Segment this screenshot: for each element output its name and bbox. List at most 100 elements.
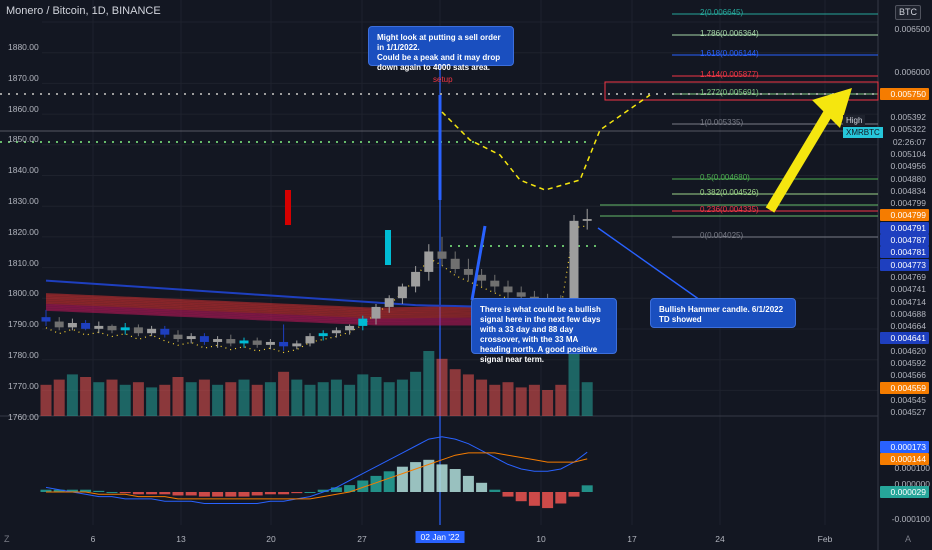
left-axis-tick: 1830.00 (8, 196, 39, 206)
macd-histogram-bar (515, 492, 527, 502)
left-axis-tick: 1840.00 (8, 165, 39, 176)
candle-body (94, 325, 104, 329)
macd-histogram-bar (396, 466, 408, 492)
macd-histogram-bar (159, 492, 171, 495)
left-axis-tick: 1760.00 (8, 411, 39, 422)
candle-body (331, 330, 341, 334)
volume-bar (238, 379, 250, 416)
macd-histogram-bar (476, 482, 488, 492)
hammer-candle-note[interactable]: Bullish Hammer candle. 6/1/2022 TD showe… (650, 298, 796, 328)
candle-body (54, 321, 64, 328)
time-axis-tick: Feb (817, 534, 833, 544)
right-axis-tick: 0.000000 (894, 479, 930, 489)
chart-title: Monero / Bitcoin, 1D, BINANCE (6, 5, 161, 17)
price-badge: 0.004773 (880, 258, 929, 271)
macd-histogram-bar (410, 462, 422, 492)
volume-bar (132, 382, 144, 416)
volume-bar (93, 382, 105, 416)
time-axis-tick: 24 (715, 534, 725, 544)
volume-bar (317, 382, 329, 416)
price-badge: 0.004714 (880, 295, 929, 308)
candle-body (265, 341, 275, 345)
fib-label: 2(0.006645) (700, 8, 744, 17)
macd-histogram-bar (198, 492, 210, 497)
volume-bar (40, 384, 52, 416)
candle-body (358, 318, 368, 326)
volume-bar (225, 382, 237, 416)
volume-bar (159, 384, 171, 416)
volume-bar (106, 379, 118, 416)
candle-body (120, 327, 130, 331)
scale-a-icon[interactable]: A (905, 534, 912, 544)
time-axis-tick: 17 (627, 534, 637, 544)
price-badge: 0.005750 (880, 88, 929, 100)
volume-bar (489, 384, 501, 416)
volume-bar (185, 382, 197, 416)
volume-bar (146, 387, 158, 416)
volume-bar (396, 379, 408, 416)
candle-body (490, 280, 500, 287)
macd-histogram-bar (344, 485, 356, 492)
price-badge: 0.004527 (880, 406, 929, 419)
bullish-signal-note[interactable]: There is what could be a bullish signal … (471, 298, 617, 364)
fib-label: 1.414(0.005877) (700, 70, 759, 79)
volume-bar (357, 374, 369, 416)
fib-label: 1.786(0.006364) (700, 29, 759, 38)
scale-z-icon[interactable]: Z (4, 534, 10, 544)
candle-body (41, 317, 51, 322)
price-badge: 0.004592 (880, 357, 929, 369)
macd-histogram-bar (317, 489, 329, 492)
macd-histogram-bar (40, 489, 52, 492)
yellow-arrow-shaft (765, 107, 835, 213)
macd-histogram-bar (225, 492, 237, 497)
macd-histogram-bar (489, 489, 501, 492)
macd-line (45, 436, 588, 504)
price-badge: 0.004566 (880, 369, 929, 382)
left-axis-tick: 1780.00 (8, 350, 39, 360)
volume-bar (542, 390, 554, 416)
volume-bar (515, 387, 527, 416)
price-badge: 0.004787 (880, 234, 929, 246)
candle-body (226, 339, 236, 344)
macd-histogram-bar (264, 492, 276, 495)
volume-bar (80, 377, 92, 416)
sell-order-note[interactable]: Might look at putting a sell order in 1/… (368, 26, 514, 72)
macd-histogram-bar (238, 492, 250, 497)
setup-label: setup (433, 75, 453, 84)
volume-bar (528, 384, 540, 416)
right-axis-tick: -0.000100 (891, 514, 930, 524)
time-axis-tick: 02 Jan '22 (415, 531, 465, 543)
price-badge: 0.004664 (880, 320, 929, 333)
callout-pointer (597, 227, 701, 301)
macd-histogram-bar (528, 492, 540, 506)
candle-body (450, 258, 460, 269)
volume-bar (476, 379, 488, 416)
time-axis-tick: 20 (266, 534, 276, 544)
macd-histogram-bar (462, 475, 474, 492)
volume-bar (344, 384, 356, 416)
candle-body (463, 268, 473, 275)
macd-histogram-bar (93, 490, 105, 492)
fib-label: 1.618(0.006144) (700, 49, 759, 58)
candle-body (345, 325, 355, 331)
candle-body (411, 271, 421, 287)
candle-body (292, 343, 302, 347)
macd-histogram-bar (383, 471, 395, 492)
price-badge: 0.004799 (880, 209, 929, 222)
time-axis-tick: 10 (536, 534, 546, 544)
signal-arrow-up (385, 230, 391, 265)
volume-bar (370, 377, 382, 416)
volume-bar (555, 384, 567, 416)
currency-badge[interactable]: BTC (895, 5, 921, 20)
candle-body (569, 220, 579, 303)
volume-bar (410, 371, 422, 416)
price-badge: 0.005392 (880, 111, 929, 123)
volume-bar (53, 379, 65, 416)
price-badge: 0.004769 (880, 270, 929, 283)
candle-body (477, 274, 487, 281)
candle-body (186, 336, 196, 340)
drawings (285, 88, 852, 301)
macd-histogram-bar (423, 459, 435, 492)
macd-histogram-bar (119, 492, 131, 494)
